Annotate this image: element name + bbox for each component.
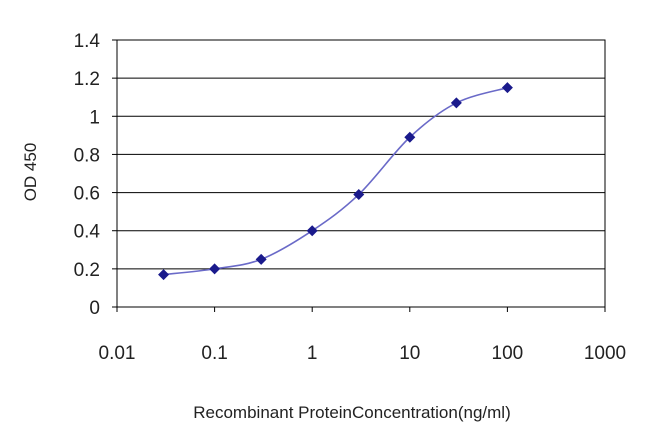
data-point (450, 97, 462, 109)
data-point (209, 263, 221, 275)
plot-area (116, 39, 606, 308)
x-tick-label: 1000 (584, 343, 626, 364)
x-tick-label: 0.1 (201, 343, 227, 364)
data-point (404, 131, 416, 143)
x-tick-label: 100 (492, 343, 524, 364)
y-tick-label: 1.2 (74, 69, 100, 90)
x-axis-title: Recombinant ProteinConcentration(ng/ml) (193, 403, 511, 422)
y-tick-label: 0.4 (74, 222, 101, 243)
series-line (163, 86, 508, 276)
y-tick-label: 0.8 (74, 145, 100, 166)
series-layer (158, 82, 513, 281)
data-point (255, 253, 267, 265)
x-tick-label: 10 (399, 343, 420, 364)
y-tick-label: 0.2 (74, 260, 100, 281)
data-point (353, 188, 365, 200)
x-axis-ticks: 0.01 0.1 1 10 100 1000 (99, 307, 626, 364)
x-tick-label: 0.01 (99, 343, 136, 364)
y-tick-label: 1.4 (74, 31, 101, 52)
y-tick-label: 0.6 (74, 184, 100, 205)
y-axis-ticks: 0 0.2 0.4 0.6 0.8 1 1.2 1.4 (74, 31, 117, 319)
y-axis-title: OD 450 (21, 143, 40, 202)
plot-frame (116, 39, 606, 308)
data-point (306, 225, 318, 237)
x-tick-label: 1 (307, 343, 318, 364)
data-point (158, 269, 170, 281)
y-tick-label: 1 (89, 107, 100, 128)
y-tick-label: 0 (89, 298, 100, 319)
data-point (501, 82, 513, 94)
